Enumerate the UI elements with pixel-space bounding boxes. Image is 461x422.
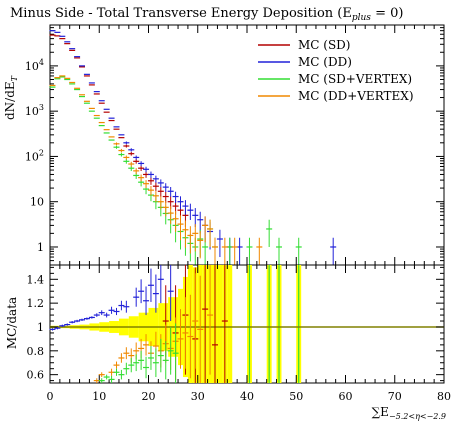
x-tick-label: 40	[240, 390, 254, 403]
legend-label: MC (SD)	[298, 38, 351, 52]
x-tick-label: 60	[339, 390, 353, 403]
main-y-tick-label: 10	[30, 196, 44, 209]
ratio-y-tick-label: 0.8	[27, 345, 45, 358]
legend-label: MC (SD+VERTEX)	[298, 72, 412, 86]
uncertainty-band	[217, 265, 223, 383]
x-tick-label: 80	[437, 390, 451, 403]
x-axis-label: ∑E−5.2<η<−2.9	[372, 405, 446, 421]
x-axis-label-sub: −5.2<η<−2.9	[389, 412, 446, 421]
ratio-y-tick-label: 1.2	[27, 297, 45, 310]
x-axis-label-text: ∑E	[372, 405, 389, 419]
chart-title-main: Minus Side - Total Transverse Energy Dep…	[10, 6, 352, 21]
legend-label: MC (DD)	[298, 55, 352, 69]
chart-title-tail: = 0)	[371, 6, 404, 21]
chart-title-sub: plus	[352, 13, 371, 23]
x-tick-label: 10	[92, 390, 106, 403]
ratio-y-tick-label: 1.4	[27, 273, 45, 286]
x-tick-label: 70	[388, 390, 402, 403]
legend: MC (SD) MC (DD) MC (SD+VERTEX) MC (DD+VERTE…	[258, 38, 414, 103]
x-tick-label: 50	[289, 390, 303, 403]
main-y-tick-label: 1	[37, 241, 44, 254]
main-y-tick-label: 103	[25, 103, 44, 118]
ratio-y-tick-label: 1	[37, 321, 44, 334]
main-y-axis-label-sub: T	[10, 75, 19, 81]
ratio-y-tick-label: 0.6	[27, 369, 45, 382]
main-y-tick-label: 104	[25, 58, 44, 73]
x-tick-label: 30	[191, 390, 205, 403]
main-y-axis-label-text: dN/dE	[3, 81, 17, 120]
ratio-panel: 0.6 0.8 1 1.2 1.4 0 10 20 30 40 50 60 70 80 MC/data ∑…	[5, 264, 451, 421]
x-tick-label: 20	[142, 390, 156, 403]
ratio-y-axis-label: MC/data	[5, 297, 19, 349]
main-y-tick-label: 102	[25, 148, 44, 163]
uncertainty-band	[227, 265, 233, 383]
x-tick-label: 0	[47, 390, 54, 403]
main-y-axis-label: dN/dET	[3, 75, 19, 120]
main-plot-frame	[49, 24, 445, 266]
chart-title: Minus Side - Total Transverse Energy Dep…	[10, 6, 403, 23]
legend-label: MC (DD+VERTEX)	[298, 89, 414, 103]
